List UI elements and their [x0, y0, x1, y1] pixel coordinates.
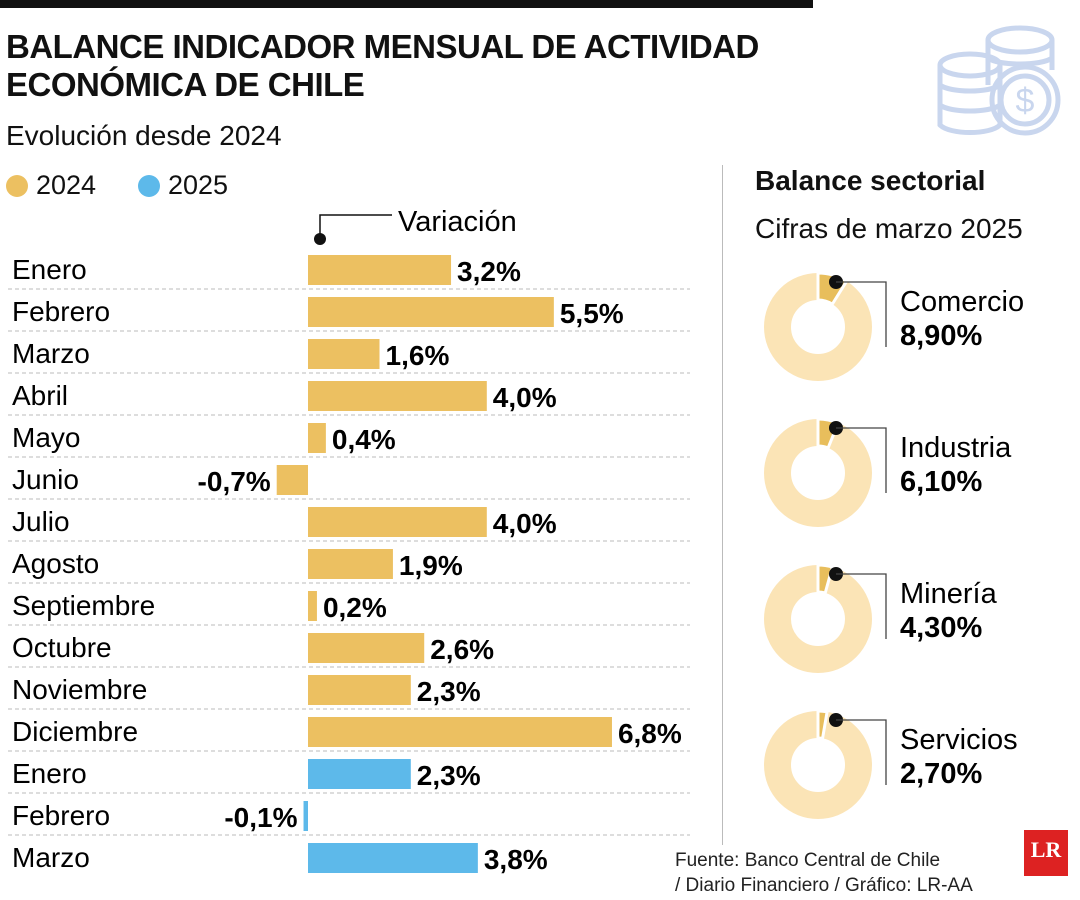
category-label: Diciembre [12, 716, 138, 747]
donut-subtitle: Cifras de marzo 2025 [755, 213, 1023, 244]
source-line: Fuente: Banco Central de Chile [675, 850, 941, 871]
leader-dot [314, 233, 326, 245]
chart-subtitle: Evolución desde 2024 [6, 120, 282, 151]
top-rule [0, 0, 813, 8]
sector-name: Comercio [900, 286, 1024, 318]
svg-text:$: $ [1016, 82, 1035, 120]
category-label: Septiembre [12, 590, 155, 621]
legend-swatch [6, 174, 28, 197]
bar [276, 465, 308, 495]
bar-chart: Variación Enero 3,2% Febrero 5,5% Marzo 1,6% Ab… [8, 206, 690, 875]
data-label: -0,1% [224, 802, 297, 833]
data-label: -0,7% [198, 466, 271, 497]
data-label: 0,4% [332, 424, 396, 455]
donut-title: Balance sectorial [755, 165, 986, 196]
data-label: 0,2% [323, 592, 387, 623]
data-label: 4,0% [493, 508, 557, 539]
sector-value: 4,30% [900, 612, 982, 644]
category-label: Abril [12, 380, 68, 411]
bar [308, 255, 452, 285]
data-label: 3,8% [484, 844, 548, 875]
category-label: Noviembre [12, 674, 147, 705]
data-label: 1,6% [386, 340, 450, 371]
legend-2025: 2025 [138, 170, 228, 201]
sector-name: Industria [900, 432, 1012, 464]
data-label: 2,3% [417, 760, 481, 791]
bar [308, 381, 487, 411]
bar [308, 297, 554, 327]
bar [308, 591, 317, 621]
bar [308, 759, 411, 789]
chart-title: BALANCE INDICADOR MENSUAL DE ACTIVIDAD E… [6, 28, 759, 103]
donut-slice [816, 563, 835, 595]
leader-line [836, 427, 887, 493]
divider [722, 165, 723, 845]
category-label: Mayo [12, 422, 80, 453]
data-label: 5,5% [560, 298, 624, 329]
category-label: Junio [12, 464, 79, 495]
donut-slice [816, 709, 829, 741]
source-line: / Diario Financiero / Gráfico: LR-AA [675, 875, 973, 896]
legend-2024: 2024 [6, 170, 96, 201]
category-label: Julio [12, 506, 70, 537]
category-label: Febrero [12, 296, 110, 327]
lr-logo: LR [1024, 830, 1068, 876]
value-axis-label: Variación [398, 206, 517, 238]
bar [308, 717, 612, 747]
sector-value: 2,70% [900, 758, 982, 790]
category-label: Enero [12, 254, 87, 285]
leader-line [836, 719, 887, 785]
category-label: Febrero [12, 800, 110, 831]
data-label: 2,6% [430, 634, 494, 665]
sector-value: 8,90% [900, 320, 982, 352]
bar [308, 675, 411, 705]
coins-dollar-icon: $ [937, 25, 1061, 136]
category-label: Enero [12, 758, 87, 789]
category-label: Octubre [12, 632, 112, 663]
bar [308, 843, 478, 873]
bar [303, 801, 308, 831]
bar [308, 507, 487, 537]
sector-value: 6,10% [900, 466, 982, 498]
sector-name: Servicios [900, 724, 1018, 756]
category-label: Marzo [12, 338, 90, 369]
data-label: 4,0% [493, 382, 557, 413]
leader-line [836, 281, 887, 347]
category-label: Agosto [12, 548, 99, 579]
legend-label: 2024 [36, 170, 97, 200]
data-label: 1,9% [399, 550, 463, 581]
data-label: 2,3% [417, 676, 481, 707]
data-label: 6,8% [618, 718, 682, 749]
data-label: 3,2% [457, 256, 521, 287]
leader-line [836, 573, 887, 639]
label-leader [319, 214, 392, 239]
bar [308, 339, 380, 369]
legend-label: 2025 [168, 170, 229, 200]
category-label: Marzo [12, 842, 90, 873]
sector-name: Minería [900, 578, 998, 610]
bar [308, 423, 326, 453]
bar [308, 633, 425, 663]
bar [308, 549, 393, 579]
legend-swatch [138, 174, 160, 197]
